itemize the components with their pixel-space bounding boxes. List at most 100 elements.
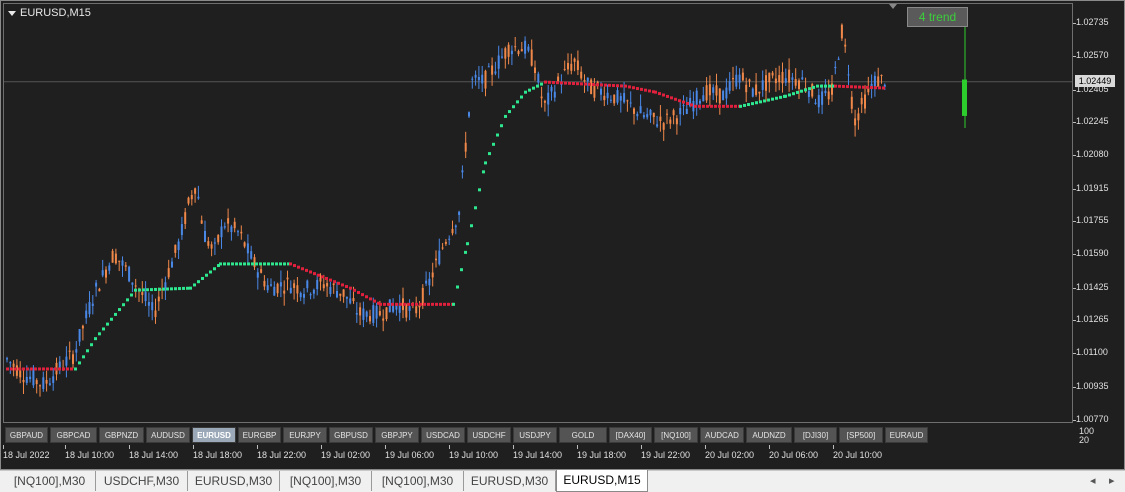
symbol-button-usdchf[interactable]: USDCHF [467, 427, 511, 443]
trend-line-segment [6, 367, 9, 371]
candle-body [553, 91, 556, 98]
dropdown-triangle-icon[interactable] [8, 10, 16, 16]
trend-line-segment [870, 86, 873, 90]
candle-body [345, 296, 348, 299]
candle-body [114, 253, 117, 264]
price-chart-area[interactable]: EURUSD,M15 4 trend [3, 3, 1073, 423]
trend-line-segment [666, 94, 669, 98]
symbol-button-usdcad[interactable]: USDCAD [421, 427, 465, 443]
trend-line-segment [86, 349, 89, 353]
symbol-button-eurgbp[interactable]: EURGBP [238, 427, 281, 443]
time-axis[interactable]: 18 Jul 2022 18 Jul 10:00 18 Jul 14:00 18 Ju… [3, 445, 1073, 469]
trend-line-segment [50, 367, 53, 371]
candle-body [451, 228, 454, 234]
symbol-button-audcad[interactable]: AUDCAD [700, 427, 744, 443]
symbol-button-sp500[interactable]: [SP500] [839, 427, 883, 443]
trend-line-segment [866, 85, 869, 89]
trend-line-segment [466, 242, 469, 246]
candle-body [524, 40, 527, 54]
symbol-button-eurjpy[interactable]: EURJPY [283, 427, 327, 443]
symbol-button-gbpcad[interactable]: GBPCAD [50, 427, 97, 443]
candle-body [283, 290, 286, 294]
symbol-button-eurusd[interactable]: EURUSD [192, 427, 236, 443]
candle-body [359, 307, 362, 316]
candle-body [725, 87, 728, 99]
candle-body [471, 78, 474, 80]
trend-line-segment [592, 83, 595, 87]
chart-tab[interactable]: [NQ100],M30 [280, 471, 372, 491]
symbol-button-gbpnzd[interactable]: GBPNZD [99, 427, 144, 443]
chart-tab[interactable]: EURUSD,M30 [464, 471, 556, 491]
candle-body [527, 46, 530, 51]
trend-line-segment [636, 87, 639, 91]
chart-window[interactable]: EURUSD,M15 4 trend 1.02735 1.02570 1.02405… [0, 0, 1125, 470]
symbol-button-nq100[interactable]: [NQ100] [654, 427, 698, 443]
candle-body [213, 242, 216, 244]
trend-line-segment [423, 302, 426, 306]
trend-line-segment [702, 104, 705, 108]
trend-line-segment [271, 262, 274, 266]
scroll-left-icon[interactable]: ◂ [1090, 475, 1096, 487]
symbol-button-dji30[interactable]: [DJI30] [794, 427, 837, 443]
candle-body [718, 88, 721, 104]
price-tick-label: 1.00935 [1073, 380, 1109, 391]
candle-body [75, 349, 78, 353]
trend-line-segment [796, 90, 799, 94]
symbol-button-usdjpy[interactable]: USDJPY [513, 427, 557, 443]
candle-body [441, 247, 444, 249]
chart-shift-marker-icon [889, 4, 897, 9]
symbol-button-audnzd[interactable]: AUDNZD [746, 427, 792, 443]
symbol-button-gold[interactable]: GOLD [559, 427, 607, 443]
candle-body [474, 74, 477, 78]
trend-line-segment [882, 86, 885, 90]
symbol-button-audusd[interactable]: AUDUSD [146, 427, 190, 443]
candle-body [322, 284, 325, 289]
price-axis[interactable]: 1.02735 1.02570 1.02405 1.02245 1.02080 1.019… [1073, 3, 1125, 424]
chart-tab[interactable]: USDCHF,M30 [96, 471, 188, 491]
candle-body [824, 90, 827, 94]
trend-line-segment [572, 81, 575, 85]
symbol-header[interactable]: EURUSD,M15 [8, 7, 91, 19]
candle-body [58, 361, 61, 369]
trend-line-segment [427, 302, 430, 306]
symbol-button-gbpjpy[interactable]: GBPJPY [375, 427, 419, 443]
trend-line-segment [662, 93, 665, 97]
trend-line-segment [186, 286, 189, 290]
chart-tab[interactable]: EURUSD,M15 [556, 470, 648, 492]
scroll-right-icon[interactable]: ▸ [1109, 475, 1115, 487]
trend-line-segment [734, 104, 737, 108]
trend-line-segment [616, 84, 619, 88]
trend-line-segment [313, 272, 316, 276]
candle-body [151, 302, 154, 311]
candle-body [266, 285, 269, 291]
symbol-button-gbpusd[interactable]: GBPUSD [329, 427, 373, 443]
symbol-button-euraud[interactable]: EURAUD [885, 427, 928, 443]
candle-body [85, 310, 88, 319]
candle-body [732, 77, 734, 80]
chart-tab[interactable]: [NQ100],M30 [4, 471, 96, 491]
subwindow-scale-max: 100 [1079, 426, 1095, 436]
candle-body [78, 329, 81, 342]
symbol-button-gbpaud[interactable]: GBPAUD [5, 427, 48, 443]
candle-body [223, 226, 226, 228]
candle-body [293, 283, 296, 289]
trend-line-segment [42, 367, 45, 371]
candle-body [735, 74, 738, 87]
trend-line-segment [395, 302, 398, 306]
chart-tab[interactable]: EURUSD,M30 [188, 471, 280, 491]
trend-line-segment [482, 170, 485, 174]
time-tick-label: 19 Jul 14:00 [513, 445, 563, 460]
candle-body [289, 287, 292, 294]
candle-body [207, 241, 210, 246]
trend-line-segment [775, 96, 778, 100]
current-price-label: 1.02449 [1075, 74, 1115, 87]
trend-line-segment [710, 104, 713, 108]
symbol-button-dax40[interactable]: [DAX40] [609, 427, 652, 443]
chart-tab[interactable]: [NQ100],M30 [372, 471, 464, 491]
trend-line-segment [568, 81, 571, 85]
trend-line-segment [516, 100, 519, 104]
chart-tab-bar: ◂ ▸ [NQ100],M30 USDCHF,M30 EURUSD,M30 [NQ10… [0, 470, 1125, 492]
trend-line-segment [452, 302, 455, 306]
candle-body [240, 231, 243, 234]
trend-line-segment [78, 361, 81, 365]
